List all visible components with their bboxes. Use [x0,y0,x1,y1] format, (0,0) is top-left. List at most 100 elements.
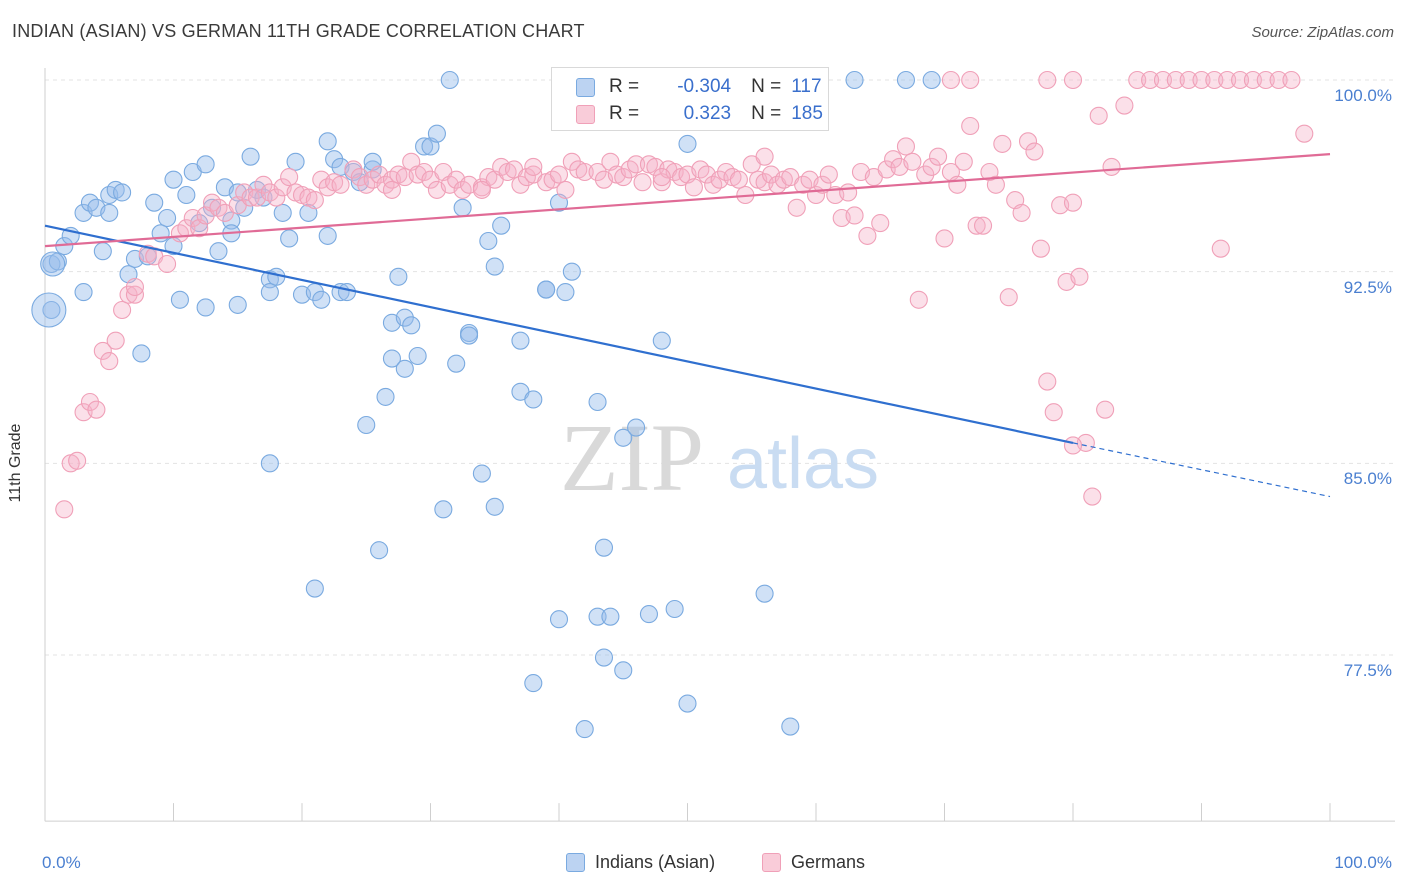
germans-point [511,175,530,194]
indians-point [511,331,530,350]
germans-point [884,150,903,169]
indians-point [601,607,620,626]
indians-point [549,610,569,629]
germans-point [68,451,87,470]
indians-point [357,415,376,435]
germans-point [1089,106,1108,125]
germans-point [1231,70,1250,90]
indians-point [594,648,614,667]
indians-point [485,257,504,276]
germans-point [787,198,806,217]
legend-label-germans: Germans [791,852,866,872]
germans-point [415,162,434,182]
germans-point [1038,70,1057,90]
r-label: R = [609,103,640,124]
germans-point [331,175,350,194]
germans-point [1153,70,1172,90]
germans-point [1063,193,1083,212]
germans-point [472,180,491,199]
y-axis-label: 11th Grade [7,423,24,503]
germans-point [1243,70,1262,90]
indians-point [395,359,414,378]
indians-point [286,152,305,171]
germans-trend-line [44,153,1331,248]
germans-point [1218,70,1237,90]
n-value-indians: 117 [791,76,822,97]
indians-point [222,211,241,230]
indians-point [337,283,357,302]
germans-point [344,160,363,179]
germans-point [999,288,1018,307]
germans-point [125,285,144,304]
legend-row-indians: R = -0.304 N = 117 [576,75,822,99]
indians-point [639,605,659,624]
indians-point [93,242,112,261]
indians-point [132,344,151,363]
indians-point [492,216,511,235]
indians-point [260,283,279,302]
germans-point [87,400,106,419]
series-germans-points [55,70,1314,519]
r-value-indians: -0.304 [677,76,732,97]
germans-point [1044,403,1063,422]
germans-point [158,254,177,274]
legend-swatch-germans [576,104,595,124]
germans-point [1115,96,1134,115]
indians-point [459,326,479,345]
indians-point [370,541,389,560]
source-credit: Source: ZipAtlas.com [1251,24,1394,41]
r-label: R = [609,76,640,97]
germans-point [819,165,838,184]
germans-point [1038,372,1057,391]
germans-point [93,341,112,360]
germans-point [1031,239,1050,258]
germans-point [961,70,980,90]
germans-point [1102,157,1121,176]
indians-point [42,300,61,320]
indians-point [922,70,941,90]
germans-point [524,157,543,176]
germans-point [305,191,324,210]
indians-point [74,283,93,302]
indians-point [556,283,575,302]
germans-point [929,147,948,166]
indians-point [562,262,581,281]
germans-point [1012,203,1031,222]
indians-point [652,331,671,350]
germans-point [1192,70,1211,90]
germans-point [903,152,922,171]
legend-row-germans: R = 0.323 N = 185 [576,102,823,126]
germans-point [896,137,916,156]
indians-point [434,500,453,519]
germans-point [967,216,986,235]
indians-point [305,579,324,598]
series-indians-points [31,70,941,739]
indians-point [113,183,132,202]
n-label: N = [751,76,782,97]
indians-point [845,70,864,90]
germans-point [588,162,607,182]
germans-point [1295,124,1314,143]
indians-point [376,387,395,406]
germans-point [1025,142,1044,161]
germans-point [1128,70,1147,90]
germans-point [1063,436,1083,455]
legend-swatch-indians [566,853,585,872]
indians-point [280,229,299,248]
n-label: N = [751,103,782,124]
germans-point [813,175,832,194]
indians-point [614,661,633,680]
indians-point [678,694,697,713]
germans-point [909,290,928,309]
indians-point [627,418,646,437]
indians-point [241,147,260,166]
indians-point [100,203,119,222]
germans-point [280,168,299,187]
indians-trend-extension [1072,442,1331,498]
indians-point [440,70,459,90]
germans-point [100,352,119,371]
indians-point [472,464,491,483]
germans-point [839,183,858,202]
germans-point [684,178,703,197]
axes [44,68,1395,822]
